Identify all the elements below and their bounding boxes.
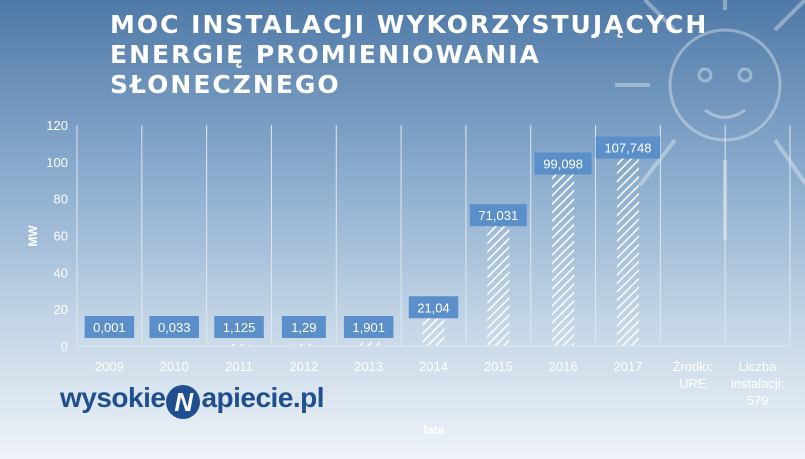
x-tick-label: 2009 — [95, 359, 124, 374]
data-label: 71,031 — [478, 208, 518, 223]
y-tick-label: 120 — [46, 118, 68, 133]
logo-bolt-n: N — [166, 385, 201, 419]
bar — [228, 343, 251, 346]
data-label: 0,001 — [93, 320, 126, 335]
data-label-box — [281, 316, 326, 338]
x-tick-label: 2015 — [484, 359, 513, 374]
y-tick-label: 100 — [46, 155, 68, 170]
x-tick-label: 2013 — [354, 359, 383, 374]
bar — [292, 343, 315, 346]
data-label-box — [343, 316, 394, 338]
bar — [616, 147, 639, 346]
x-tick-label: Źrodło: URE — [673, 359, 713, 391]
data-label: 0,033 — [158, 320, 191, 335]
data-label: 21,04 — [417, 300, 450, 315]
x-axis-title: lata — [424, 423, 445, 437]
y-tick-label: 60 — [54, 229, 68, 244]
data-label: 1,125 — [223, 320, 256, 335]
x-tick-label: 2017 — [613, 359, 642, 374]
data-label: 1,901 — [352, 320, 385, 335]
x-tick-label: Liczba instalacji: 579 — [731, 359, 784, 408]
bar — [552, 163, 575, 346]
x-tick-label: 2014 — [419, 359, 448, 374]
data-label-box — [408, 296, 459, 319]
y-tick-label: 0 — [61, 339, 68, 354]
x-tick-label: 2010 — [160, 359, 189, 374]
x-tick-label: 2012 — [289, 359, 318, 374]
data-label: 99,098 — [543, 156, 583, 171]
x-tick-label: 2016 — [549, 359, 578, 374]
chart-title: MOC INSTALACJI WYKORZYSTUJĄCYCH ENERGIĘ … — [110, 10, 709, 99]
logo-prefix: wysokie — [60, 382, 166, 413]
data-label-box — [469, 204, 527, 227]
data-label: 107,748 — [604, 141, 651, 156]
data-label-box — [84, 316, 135, 338]
data-label: 1,29 — [291, 320, 316, 335]
y-axis-title: MW — [26, 225, 40, 247]
data-label-box — [534, 152, 592, 175]
data-label-box — [595, 136, 661, 159]
x-tick-label: 2011 — [225, 359, 253, 374]
bar — [487, 215, 510, 346]
logo-suffix: apiecie.pl — [201, 382, 325, 413]
data-label-box — [214, 316, 264, 338]
y-tick-label: 40 — [54, 265, 68, 280]
bar — [357, 342, 380, 346]
y-tick-label: 80 — [54, 192, 68, 207]
data-label-box — [149, 316, 199, 338]
y-tick-label: 20 — [54, 302, 68, 317]
